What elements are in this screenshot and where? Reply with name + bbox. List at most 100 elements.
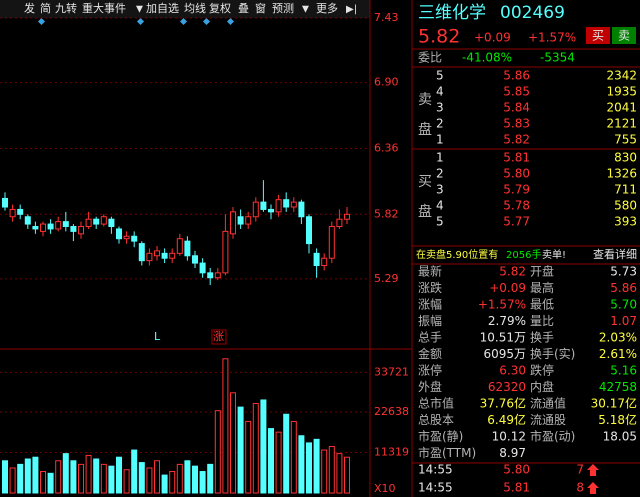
stat-value: 6.49亿 — [487, 412, 526, 427]
stat-label: 外盘 — [418, 379, 442, 394]
toolbar-item[interactable]: 预测 — [272, 2, 294, 15]
volume-bar — [283, 413, 290, 494]
candle-body — [40, 223, 46, 232]
level: 4 — [436, 85, 444, 99]
volume-bar — [176, 463, 183, 494]
volume-bar — [199, 471, 206, 494]
level-price: 5.78 — [503, 199, 530, 213]
volume-bar — [230, 392, 236, 494]
stock-name: 三维化学 — [418, 3, 486, 23]
stat-label: 市盈(TTM) — [418, 445, 476, 460]
side-label: 买 — [418, 174, 432, 190]
level-price: 5.80 — [503, 167, 530, 181]
annotation: L — [154, 330, 161, 343]
level-price: 5.86 — [503, 69, 530, 83]
sell-button-bg[interactable] — [612, 27, 636, 44]
candle-body — [344, 213, 350, 220]
candle-body — [268, 208, 274, 213]
volume-bar — [146, 467, 153, 494]
stat-value: 18.05 — [603, 430, 637, 444]
toolbar-item[interactable]: 重大事件 — [82, 1, 126, 15]
y-tick-label: 7.43 — [374, 11, 399, 24]
candle-body — [298, 201, 305, 218]
volume-bar — [116, 456, 122, 494]
stat-value: 1.07 — [610, 314, 637, 328]
candle-body — [47, 223, 54, 230]
toolbar-arrow: ▼ — [136, 5, 143, 15]
volume-bar — [184, 460, 191, 494]
toolbar-item[interactable]: 均线 — [184, 1, 206, 15]
volume-bar — [192, 465, 198, 494]
notice-link[interactable]: 查看详细 — [593, 247, 637, 261]
sell-button[interactable]: 卖 — [618, 29, 630, 43]
stat-value: 62320 — [488, 380, 526, 394]
candle-body — [290, 201, 297, 208]
level-volume: 393 — [614, 215, 637, 229]
change: +0.09 — [474, 31, 511, 45]
candle-body — [9, 208, 16, 218]
candle-body — [313, 252, 320, 267]
buy-button[interactable]: 买 — [592, 29, 604, 43]
ratio-diff: -5354 — [540, 51, 575, 65]
candle-body — [207, 272, 214, 279]
stat-label: 换手(实) — [530, 346, 575, 361]
candle-body — [245, 216, 252, 225]
buy-button-bg[interactable] — [586, 27, 610, 44]
candle-body — [275, 199, 282, 213]
level-volume: 2041 — [606, 101, 637, 115]
toolbar-item[interactable]: 叠 — [238, 2, 249, 15]
toolbar-item[interactable]: 九转 — [55, 1, 77, 15]
tick-arrow — [587, 482, 599, 494]
toolbar-item[interactable]: 加自选 — [146, 2, 179, 15]
level-volume: 2121 — [606, 117, 637, 131]
level-price: 5.83 — [503, 117, 530, 131]
volume-bar — [2, 460, 8, 494]
stat-label: 市盈(静) — [418, 429, 463, 444]
candle-body — [138, 243, 145, 262]
toolbar-item[interactable]: 简 — [40, 1, 51, 15]
toolbar-item[interactable]: 更多 — [316, 1, 338, 15]
volume-bar — [123, 469, 130, 494]
candle-body — [146, 252, 153, 262]
toolbar-item[interactable]: 窗 — [255, 1, 266, 15]
stat-label: 最新 — [418, 264, 442, 279]
candle-body — [100, 216, 107, 225]
volume-bar — [252, 403, 259, 494]
stat-label: 跌停 — [530, 363, 554, 378]
stat-value: 5.16 — [610, 364, 637, 378]
ratio-pct: -41.08% — [462, 51, 512, 65]
candle-body — [192, 255, 198, 264]
level: 3 — [436, 183, 444, 197]
candle-body — [321, 257, 328, 267]
side-label: 卖 — [418, 92, 432, 108]
stat-label: 量比 — [530, 314, 554, 328]
candle-body — [176, 238, 183, 254]
toolbar-item[interactable]: 复权 — [209, 1, 231, 15]
volume-bar — [298, 435, 305, 494]
level-price: 5.79 — [503, 183, 530, 197]
volume-bar — [78, 463, 84, 494]
toolbar-item[interactable]: 发 — [24, 1, 35, 15]
tick-time: 14:55 — [418, 481, 453, 495]
ratio-label: 委比 — [418, 51, 442, 65]
candle-body — [78, 226, 84, 235]
volume-bar — [260, 399, 267, 494]
candle-body — [306, 216, 312, 245]
candle-body — [252, 201, 259, 218]
candle-body — [116, 228, 122, 240]
annotation: 涨 — [213, 330, 224, 343]
volume-bar — [321, 449, 328, 494]
stat-value: 5.70 — [610, 298, 637, 312]
volume-bar — [138, 462, 145, 494]
level-volume: 1935 — [606, 85, 637, 99]
level-price: 5.81 — [503, 151, 530, 165]
y-tick-label: 5.29 — [374, 272, 399, 285]
level: 4 — [436, 199, 444, 213]
stat-value: 10.51万 — [480, 331, 526, 345]
candle-body — [283, 199, 290, 208]
stat-label: 金额 — [418, 346, 442, 361]
candle-body — [169, 252, 176, 259]
stat-value: 2.61% — [599, 347, 637, 361]
volume-bar — [100, 463, 107, 494]
